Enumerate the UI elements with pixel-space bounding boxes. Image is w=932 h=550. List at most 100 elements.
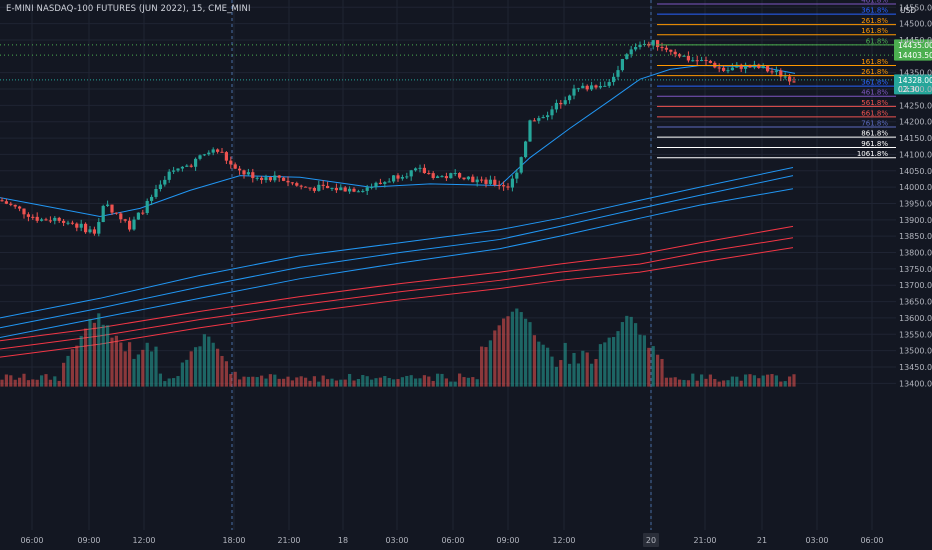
volume-bar bbox=[506, 316, 510, 387]
candle-body bbox=[603, 85, 607, 87]
y-axis-tick-label: 14550.00 bbox=[899, 3, 932, 12]
volume-bar bbox=[75, 345, 79, 387]
volume-bar bbox=[92, 322, 96, 387]
y-axis-tick-label: 13600.00 bbox=[899, 314, 932, 323]
candle-body bbox=[774, 70, 778, 72]
volume-bar bbox=[691, 373, 695, 387]
volume-bar bbox=[97, 313, 101, 387]
moving-average-line bbox=[0, 247, 794, 358]
candle-body bbox=[374, 182, 378, 187]
volume-bar bbox=[515, 308, 519, 387]
y-axis-tick-label: 13950.00 bbox=[899, 199, 932, 208]
volume-bar bbox=[647, 347, 651, 387]
volume-bar bbox=[150, 351, 154, 387]
volume-bar bbox=[321, 375, 325, 387]
volume-bar bbox=[339, 379, 343, 387]
volume-bar bbox=[141, 349, 145, 387]
volume-bar bbox=[673, 377, 677, 387]
candle-body bbox=[167, 171, 171, 180]
candle-body bbox=[110, 204, 114, 213]
volume-bar bbox=[374, 378, 378, 387]
candle-body bbox=[334, 187, 338, 191]
candle-body bbox=[576, 88, 580, 90]
candle-body bbox=[541, 117, 545, 119]
volume-bar bbox=[202, 334, 206, 387]
candle-body bbox=[229, 160, 233, 165]
volume-bar bbox=[295, 377, 299, 387]
x-axis-tick-label: 09:00 bbox=[77, 536, 100, 545]
x-axis-tick-label: 21 bbox=[757, 536, 767, 545]
volume-bar bbox=[405, 375, 409, 387]
volume-bar bbox=[35, 379, 39, 387]
volume-bar bbox=[585, 352, 589, 387]
volume-bar bbox=[660, 358, 664, 387]
volume-bar bbox=[352, 380, 356, 387]
candle-body bbox=[466, 176, 470, 180]
y-axis-tick-label: 13850.00 bbox=[899, 232, 932, 241]
candle-body bbox=[497, 184, 501, 186]
candle-body bbox=[770, 71, 774, 73]
volume-bar bbox=[180, 362, 184, 387]
candle-body bbox=[233, 164, 237, 169]
candle-body bbox=[431, 173, 435, 179]
fib-level-label: 461.8% bbox=[861, 0, 888, 5]
candle-body bbox=[158, 184, 162, 189]
volume-bar bbox=[216, 348, 220, 387]
candle-body bbox=[268, 177, 272, 181]
candle-body bbox=[62, 220, 66, 223]
candle-body bbox=[44, 219, 48, 221]
volume-bar bbox=[774, 375, 778, 387]
volume-bar bbox=[532, 335, 536, 387]
volume-bar bbox=[282, 378, 286, 387]
volume-bar bbox=[519, 312, 523, 387]
volume-bar bbox=[409, 375, 413, 387]
candle-body bbox=[414, 168, 418, 171]
candle-body bbox=[506, 186, 510, 188]
y-axis-tick-label: 13500.00 bbox=[899, 347, 932, 356]
candle-body bbox=[57, 217, 61, 221]
candle-body bbox=[409, 170, 413, 177]
volume-bar bbox=[242, 376, 246, 387]
volume-bar bbox=[260, 375, 264, 387]
volume-bar bbox=[334, 380, 338, 387]
candle-body bbox=[216, 149, 220, 152]
volume-bar bbox=[739, 380, 743, 387]
candle-body bbox=[9, 203, 13, 205]
candle-body bbox=[488, 179, 492, 184]
volume-bar bbox=[304, 377, 308, 387]
x-axis-tick-label: 09:00 bbox=[496, 536, 519, 545]
x-axis-tick-label: 18 bbox=[338, 536, 348, 545]
candle-body bbox=[251, 172, 255, 179]
candle-body bbox=[695, 60, 699, 62]
candle-body bbox=[97, 222, 101, 234]
candle-body bbox=[70, 222, 74, 224]
candle-body bbox=[260, 177, 264, 181]
candle-body bbox=[502, 185, 506, 187]
moving-average-line bbox=[0, 175, 794, 329]
volume-bar bbox=[678, 379, 682, 387]
fib-level-label: 261.8% bbox=[861, 68, 888, 76]
candle-body bbox=[528, 120, 532, 142]
candle-body bbox=[515, 172, 519, 179]
y-axis-tick-label: 13400.00 bbox=[899, 379, 932, 388]
x-axis-tick-label: 20 bbox=[646, 536, 656, 545]
volume-bar bbox=[713, 378, 717, 387]
candle-body bbox=[581, 85, 585, 89]
candle-body bbox=[264, 177, 268, 181]
candle-body bbox=[418, 167, 422, 169]
candle-body bbox=[572, 88, 576, 96]
candle-body bbox=[726, 70, 730, 72]
candle-body bbox=[26, 214, 30, 217]
volume-bar bbox=[704, 378, 708, 387]
candle-body bbox=[295, 183, 299, 186]
volume-bar bbox=[361, 375, 365, 387]
candle-body bbox=[510, 178, 514, 188]
volume-bar bbox=[488, 340, 492, 387]
volume-bar bbox=[9, 375, 13, 387]
price-label-box bbox=[894, 74, 932, 95]
price-label-box bbox=[894, 49, 932, 61]
volume-bar bbox=[317, 381, 321, 387]
volume-bar bbox=[510, 311, 514, 387]
